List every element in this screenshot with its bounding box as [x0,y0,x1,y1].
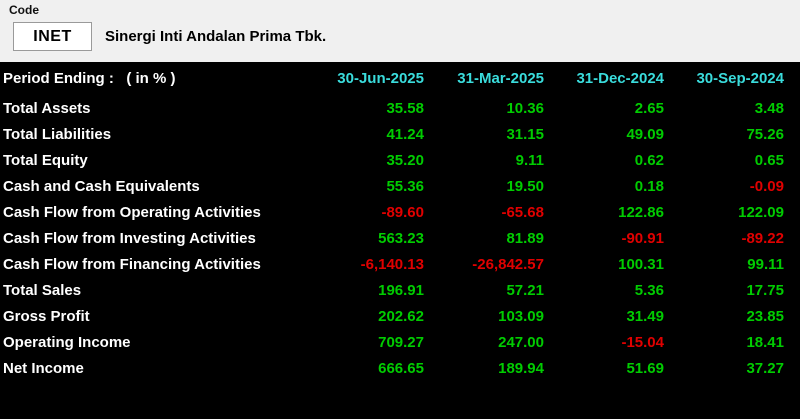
row-label: Net Income [3,360,84,377]
value-cell: -89.22 [741,230,784,247]
row-label: Total Assets [3,100,91,117]
row-label: Total Equity [3,152,88,169]
column-header: 31-Dec-2024 [576,70,664,87]
value-cell: 31.49 [626,308,664,325]
column-header: 31-Mar-2025 [457,70,544,87]
value-cell: 41.24 [386,126,424,143]
value-cell: 81.89 [506,230,544,247]
table-row: Cash and Cash Equivalents 55.36 19.50 0.18 -… [0,174,800,200]
value-cell: 3.48 [754,100,784,117]
value-cell: 202.62 [378,308,424,325]
value-cell: 0.62 [634,152,664,169]
code-panel: Code INET Sinergi Inti Andalan Prima Tbk… [0,0,800,62]
value-cell: 100.31 [618,256,664,273]
value-cell: 247.00 [498,334,544,351]
value-cell: 196.91 [378,282,424,299]
row-label: Operating Income [3,334,131,351]
row-label: Cash Flow from Operating Activities [3,204,261,221]
table-row: Total Equity 35.20 9.11 0.62 0.65 [0,148,800,174]
value-cell: 55.36 [386,178,424,195]
company-name: Sinergi Inti Andalan Prima Tbk. [105,28,327,45]
value-cell: 189.94 [498,360,544,377]
table-row: Total Assets 35.58 10.36 2.65 3.48 [0,96,800,122]
table-row: Operating Income 709.27 247.00 -15.04 18.41 [0,330,800,356]
value-cell: 75.26 [746,126,784,143]
value-cell: -15.04 [621,334,664,351]
value-cell: 709.27 [378,334,424,351]
value-cell: 122.86 [618,204,664,221]
row-label: Cash Flow from Financing Activities [3,256,261,273]
value-cell: -6,140.13 [360,256,424,273]
value-cell: 10.36 [506,100,544,117]
row-label: Total Liabilities [3,126,112,143]
table-row: Cash Flow from Operating Activities -89.6… [0,200,800,226]
row-label: Total Sales [3,282,82,299]
row-label: Gross Profit [3,308,90,325]
code-input[interactable]: INET [13,22,92,51]
table-row: Total Sales 196.91 57.21 5.36 17.75 [0,278,800,304]
value-cell: -65.68 [501,204,544,221]
row-label: Cash Flow from Investing Activities [3,230,256,247]
value-cell: 99.11 [747,256,784,273]
value-cell: -0.09 [749,178,784,195]
table-body: Total Assets 35.58 10.36 2.65 3.48 Total Liab… [0,96,800,382]
value-cell: -26,842.57 [472,256,544,273]
value-cell: 563.23 [378,230,424,247]
value-cell: 103.09 [498,308,544,325]
value-cell: 9.11 [515,152,544,169]
column-header: 30-Sep-2024 [696,70,784,87]
code-label: Code [9,3,39,17]
value-cell: 23.85 [746,308,784,325]
value-cell: 5.36 [634,282,664,299]
value-cell: 35.20 [386,152,424,169]
value-cell: -89.60 [381,204,424,221]
value-cell: -90.91 [621,230,664,247]
value-cell: 51.69 [626,360,664,377]
table-header-row: Period Ending : ( in % ) 30-Jun-2025 31-M… [0,62,800,96]
value-cell: 122.09 [738,204,784,221]
value-cell: 17.75 [746,282,784,299]
value-cell: 57.21 [506,282,544,299]
row-label: Cash and Cash Equivalents [3,178,200,195]
value-cell: 19.50 [506,178,544,195]
value-cell: 666.65 [378,360,424,377]
value-cell: 0.65 [754,152,784,169]
value-cell: 0.18 [634,178,664,195]
financial-growth-table: Period Ending : ( in % ) 30-Jun-2025 31-M… [0,62,800,419]
table-row: Net Income 666.65 189.94 51.69 37.27 [0,356,800,382]
value-cell: 18.41 [746,334,784,351]
table-row: Gross Profit 202.62 103.09 31.49 23.85 [0,304,800,330]
table-row: Cash Flow from Financing Activities -6,14… [0,252,800,278]
value-cell: 2.65 [634,100,664,117]
table-row: Total Liabilities 41.24 31.15 49.09 75.26 [0,122,800,148]
table-row: Cash Flow from Investing Activities 563.2… [0,226,800,252]
value-cell: 31.15 [506,126,544,143]
value-cell: 35.58 [386,100,424,117]
column-header: 30-Jun-2025 [337,70,424,87]
value-cell: 37.27 [746,360,784,377]
value-cell: 49.09 [626,126,664,143]
period-ending-label: Period Ending : ( in % ) [3,70,176,87]
